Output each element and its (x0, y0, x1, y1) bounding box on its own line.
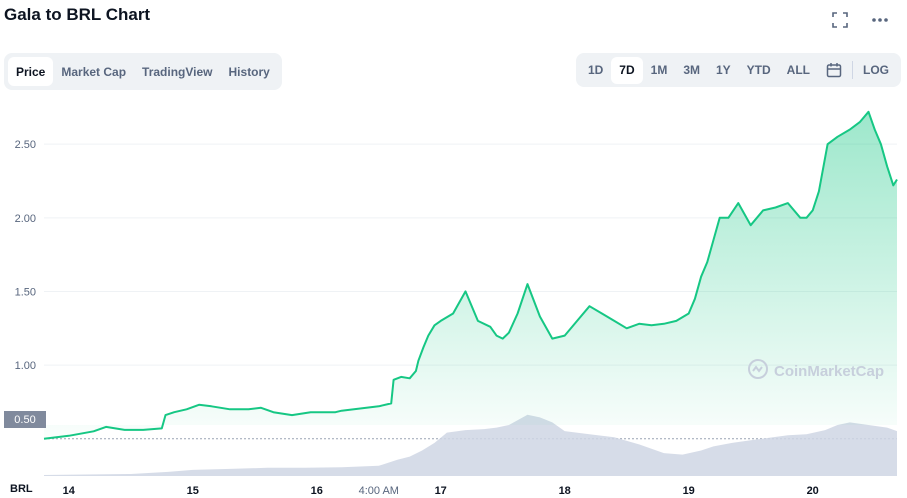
watermark: CoinMarketCap (747, 358, 884, 384)
divider (852, 61, 853, 79)
watermark-text: CoinMarketCap (774, 362, 885, 380)
y-tick-label: 1.50 (15, 286, 36, 298)
coinmarketcap-logo-icon (747, 358, 769, 384)
range-1m[interactable]: 1M (650, 63, 668, 77)
time-range-selector: 1D 7D 1M 3M 1Y YTD ALL LOG (575, 53, 901, 87)
range-ytd[interactable]: YTD (746, 63, 771, 77)
x-tick-label: 17 (435, 485, 447, 497)
fullscreen-icon[interactable] (831, 11, 849, 29)
currency-label: BRL (10, 483, 33, 495)
range-3m[interactable]: 3M (683, 63, 700, 77)
range-1d[interactable]: 1D (587, 63, 604, 77)
x-tick-label: 19 (683, 485, 695, 497)
page-title: Gala to BRL Chart (4, 5, 151, 24)
range-1y[interactable]: 1Y (715, 63, 731, 77)
log-scale-toggle[interactable]: LOG (863, 63, 889, 77)
tab-history[interactable]: History (228, 64, 270, 79)
y-tick-label: 2.00 (15, 213, 36, 225)
range-7d[interactable]: 7D (611, 56, 643, 84)
x-tick-label: 14 (63, 485, 76, 497)
tab-tradingview[interactable]: TradingView (142, 64, 213, 79)
price-line (43, 110, 898, 440)
x-tick-label: 16 (311, 485, 323, 497)
range-all[interactable]: ALL (786, 63, 810, 77)
chart-type-tabs: Price Market Cap TradingView History (4, 53, 282, 90)
y-tick-label: 2.50 (15, 139, 36, 151)
x-tick-label: 15 (187, 485, 199, 497)
x-tick-label: 18 (559, 485, 571, 497)
tab-price[interactable]: Price (8, 57, 54, 86)
calendar-icon[interactable] (818, 57, 850, 84)
y-tick-label: 1.00 (15, 360, 36, 372)
price-chart[interactable]: 1.00 1.50 2.00 2.50 14 15 16 4:00 AM 17 18 19 20 (0, 95, 907, 498)
x-tick-label: 20 (807, 485, 819, 497)
current-price-badge: 0.50 (4, 411, 46, 428)
tab-market-cap[interactable]: Market Cap (61, 64, 127, 79)
more-icon[interactable] (871, 11, 889, 29)
volume-area (44, 414, 897, 476)
price-area (44, 111, 897, 439)
x-tick-label: 4:00 AM (359, 485, 399, 497)
